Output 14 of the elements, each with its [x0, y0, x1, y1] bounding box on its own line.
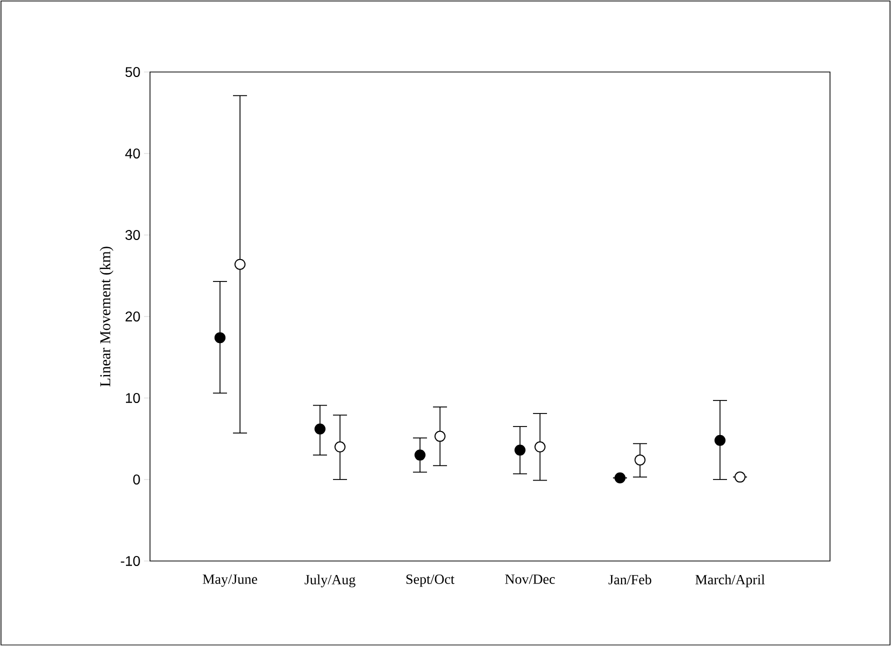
- y-tick-label: 50: [125, 67, 140, 77]
- y-tick-label: 0: [133, 474, 140, 484]
- y-axis-title: Linear Movement (km): [100, 246, 114, 386]
- y-tick-label: 20: [126, 312, 140, 322]
- y-tick-label: 30: [125, 230, 140, 240]
- x-tick-label: Nov/Dec: [505, 574, 555, 584]
- x-tick-label: March/April: [695, 574, 765, 588]
- x-tick-label: July/Aug: [304, 574, 356, 588]
- y-tick-label: 40: [125, 148, 140, 158]
- x-tick-label: Sept/Oct: [406, 574, 454, 587]
- x-tick-label: May/June: [202, 574, 258, 587]
- y-tick-label: -10: [120, 556, 140, 566]
- y-tick-label: 10: [126, 393, 140, 403]
- x-tick-label: Jan/Feb: [608, 574, 652, 584]
